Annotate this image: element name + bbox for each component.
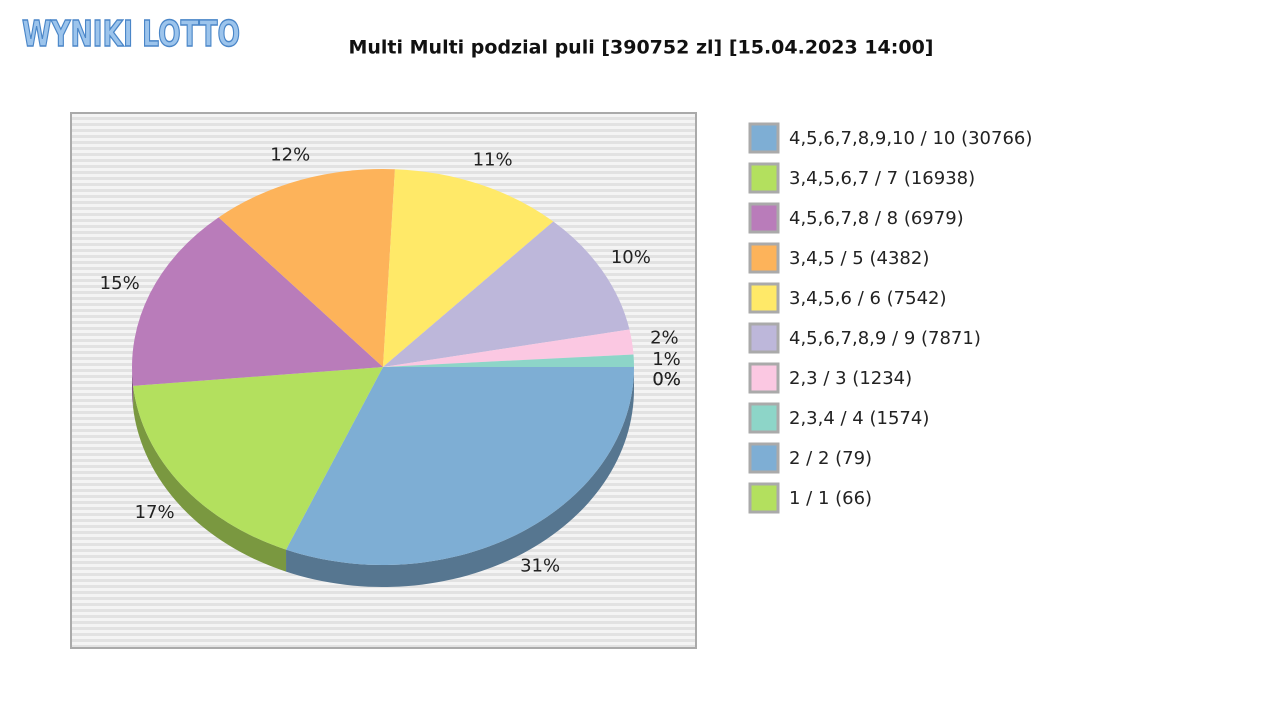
slice [383,221,630,367]
slice-label: 11% [473,150,513,171]
logo: WYNIKI LOTTO [22,14,240,55]
legend-swatch [748,242,780,274]
legend-swatch [748,362,780,394]
legend-swatch [748,162,780,194]
legend-label: 4,5,6,7,8 / 8 (6979) [789,208,964,229]
slice [133,367,383,550]
slice-label: 12% [270,145,310,166]
legend-swatch [748,202,780,234]
chart-title: Multi Multi podzial puli [390752 zl] [15… [348,37,933,59]
slice [383,329,634,367]
slice-label: 17% [135,502,175,523]
legend-label: 3,4,5,6,7 / 7 (16938) [789,168,975,189]
legend-label: 4,5,6,7,8,9,10 / 10 (30766) [789,128,1032,149]
slice [383,354,634,367]
slice-label: 0% [652,369,681,390]
legend-label: 2,3 / 3 (1234) [789,368,912,389]
legend-swatch [748,322,780,354]
slice-label: 2% [650,328,679,349]
legend-label: 2 / 2 (79) [789,448,872,469]
legend-swatch [748,442,780,474]
legend-swatch [748,282,780,314]
legend-swatch [748,122,780,154]
slice [132,217,383,386]
legend-label: 3,4,5 / 5 (4382) [789,248,929,269]
legend-label: 2,3,4 / 4 (1574) [789,408,929,429]
slice [218,169,395,367]
legend-swatch [748,402,780,434]
pie: 31%17%15%12% 11%10%2%1%0%0% [100,145,681,587]
slice-label: 31% [520,555,560,576]
legend: 4,5,6,7,8,9,10 / 10 (30766) 3,4,5,6,7 / 7… [748,122,1032,514]
legend-swatch [748,482,780,514]
slice-label: 10% [611,247,651,268]
slice-label: 1% [652,349,681,370]
slice-side [133,385,287,572]
slice-label: 15% [100,273,140,294]
slice-side [132,367,134,408]
slice [383,169,554,367]
legend-label: 1 / 1 (66) [789,488,872,509]
slice-side [286,367,634,587]
legend-label: 3,4,5,6 / 6 (7542) [789,288,947,309]
slice-label: 0% [652,369,681,390]
slice [286,367,634,566]
legend-label: 4,5,6,7,8,9 / 9 (7871) [789,328,981,349]
